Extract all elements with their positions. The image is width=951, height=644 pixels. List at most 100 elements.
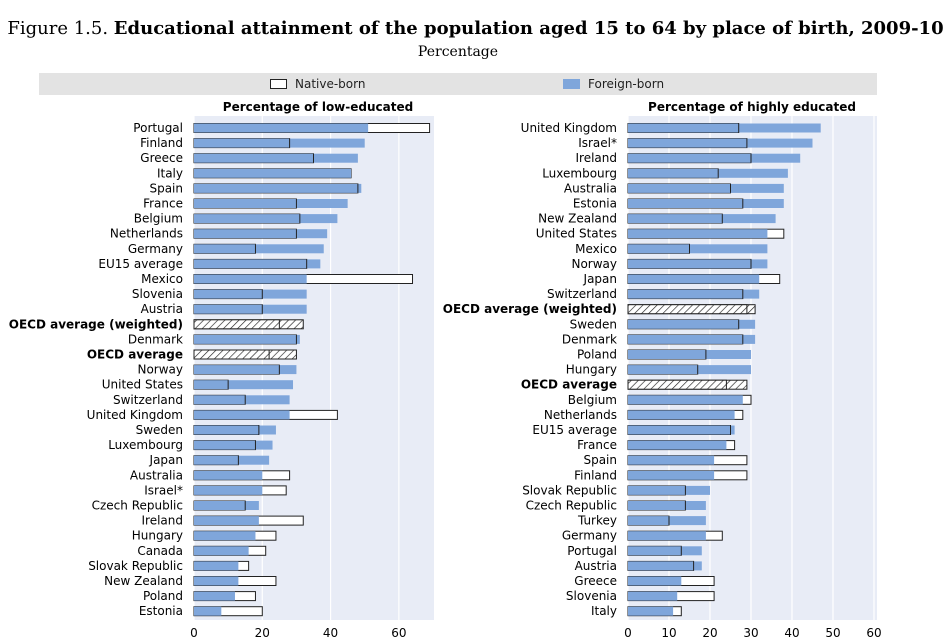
bar-foreign: [194, 183, 362, 193]
category-label: Australia: [130, 468, 183, 482]
bar-foreign: [194, 199, 348, 208]
category-label: Japan: [583, 272, 617, 286]
category-label: Israel*: [578, 136, 617, 150]
bar-foreign: [194, 123, 369, 133]
category-label: Slovak Republic: [522, 483, 617, 497]
bar-foreign: [628, 259, 768, 269]
category-label: EU15 average: [98, 257, 183, 271]
category-label: Belgium: [134, 212, 183, 226]
bar-foreign: [194, 274, 307, 284]
bar-foreign: [628, 531, 706, 541]
legend-label-native: Native-born: [295, 77, 366, 91]
bar-foreign: [628, 395, 743, 405]
bar-foreign: [194, 470, 263, 480]
bar-foreign: [194, 531, 256, 541]
category-label: Czech Republic: [92, 499, 183, 513]
category-label: OECD average (weighted): [9, 317, 183, 331]
x-tick-label: 0: [624, 626, 632, 640]
category-label: United Kingdom: [521, 121, 617, 135]
category-label: New Zealand: [538, 212, 617, 226]
category-label: OECD average: [521, 378, 617, 392]
x-tick-label: 20: [702, 626, 717, 640]
bar-foreign: [627, 379, 727, 390]
category-label: Spain: [149, 181, 183, 195]
x-tick-label: 20: [255, 626, 270, 640]
legend-label-foreign: Foreign-born: [588, 77, 665, 91]
category-label: United States: [102, 378, 183, 392]
bar-foreign: [628, 214, 776, 224]
bar-foreign: [194, 410, 290, 420]
category-label: Sweden: [136, 423, 183, 437]
x-tick-label: 40: [784, 626, 799, 640]
category-label: Germany: [562, 529, 617, 543]
x-tick-label: 60: [391, 626, 406, 640]
category-label: OECD average: [87, 348, 183, 362]
category-label: Israel*: [144, 483, 183, 497]
x-tick-label: 30: [743, 626, 758, 640]
bar-foreign: [194, 546, 249, 556]
x-tick-label: 10: [661, 626, 676, 640]
bar-foreign: [628, 289, 760, 299]
category-label: Ireland: [141, 514, 183, 528]
category-label: Poland: [577, 348, 617, 362]
category-label: New Zealand: [104, 574, 183, 588]
category-label: Portugal: [133, 121, 183, 135]
category-label: France: [143, 197, 183, 211]
panel-2: Percentage of highly educated 0 10 20 30 40 50…: [443, 100, 882, 640]
bar-foreign: [627, 304, 748, 315]
bar-foreign: [194, 606, 222, 616]
category-label: Germany: [128, 242, 183, 256]
legend-item-foreign: Foreign-born: [563, 77, 664, 91]
bar-foreign: [628, 576, 682, 586]
category-label: Mexico: [575, 242, 617, 256]
bar-foreign: [628, 606, 674, 616]
bar-foreign: [628, 319, 756, 329]
bar-foreign: [194, 168, 352, 178]
category-label: Austria: [575, 559, 617, 573]
bar-foreign: [194, 229, 328, 239]
category-label: Estonia: [573, 197, 617, 211]
bar-foreign: [628, 168, 788, 178]
category-label: Denmark: [562, 332, 617, 346]
bar-foreign: [628, 561, 702, 571]
x-tick-label: 0: [190, 626, 198, 640]
category-label: Finland: [140, 136, 183, 150]
category-label: Australia: [564, 181, 617, 195]
x-tick-label: 50: [825, 626, 840, 640]
bar-foreign: [194, 501, 259, 510]
figure-title-text: Educational attainment of the population…: [113, 18, 944, 39]
bar-foreign: [194, 576, 239, 586]
bar-foreign: [628, 334, 756, 344]
category-label: Luxembourg: [542, 166, 617, 180]
panel-1: Percentage of low-educated 0 20 40 60 Portuga…: [9, 100, 434, 640]
bar-foreign: [628, 501, 706, 510]
bar-foreign: [194, 138, 365, 148]
category-label: Slovak Republic: [88, 559, 183, 573]
category-label: Estonia: [139, 604, 183, 618]
bar-native: [193, 319, 280, 330]
category-label: France: [577, 438, 617, 452]
bar-foreign: [194, 440, 273, 450]
bar-foreign: [194, 395, 290, 405]
bar-foreign: [194, 259, 321, 269]
bar-foreign: [628, 350, 751, 359]
bar-foreign: [194, 561, 239, 571]
category-label: Ireland: [575, 151, 617, 165]
bar-foreign: [194, 455, 270, 465]
bar-foreign: [628, 138, 813, 148]
figure-subtitle: Percentage: [417, 44, 499, 60]
bar-foreign: [194, 289, 307, 299]
category-label: Austria: [141, 302, 183, 316]
legend-swatch-native: [270, 79, 287, 89]
category-label: Poland: [143, 589, 183, 603]
bar-foreign: [628, 516, 706, 526]
bar-foreign: [194, 516, 259, 526]
legend-item-native: Native-born: [270, 77, 365, 91]
figure-label: Figure 1.5.: [7, 18, 109, 39]
bar-foreign: [628, 199, 784, 208]
category-label: Canada: [137, 544, 183, 558]
category-label: Netherlands: [544, 408, 617, 422]
panel-title: Percentage of low-educated: [223, 100, 413, 114]
bar-foreign: [194, 485, 263, 495]
